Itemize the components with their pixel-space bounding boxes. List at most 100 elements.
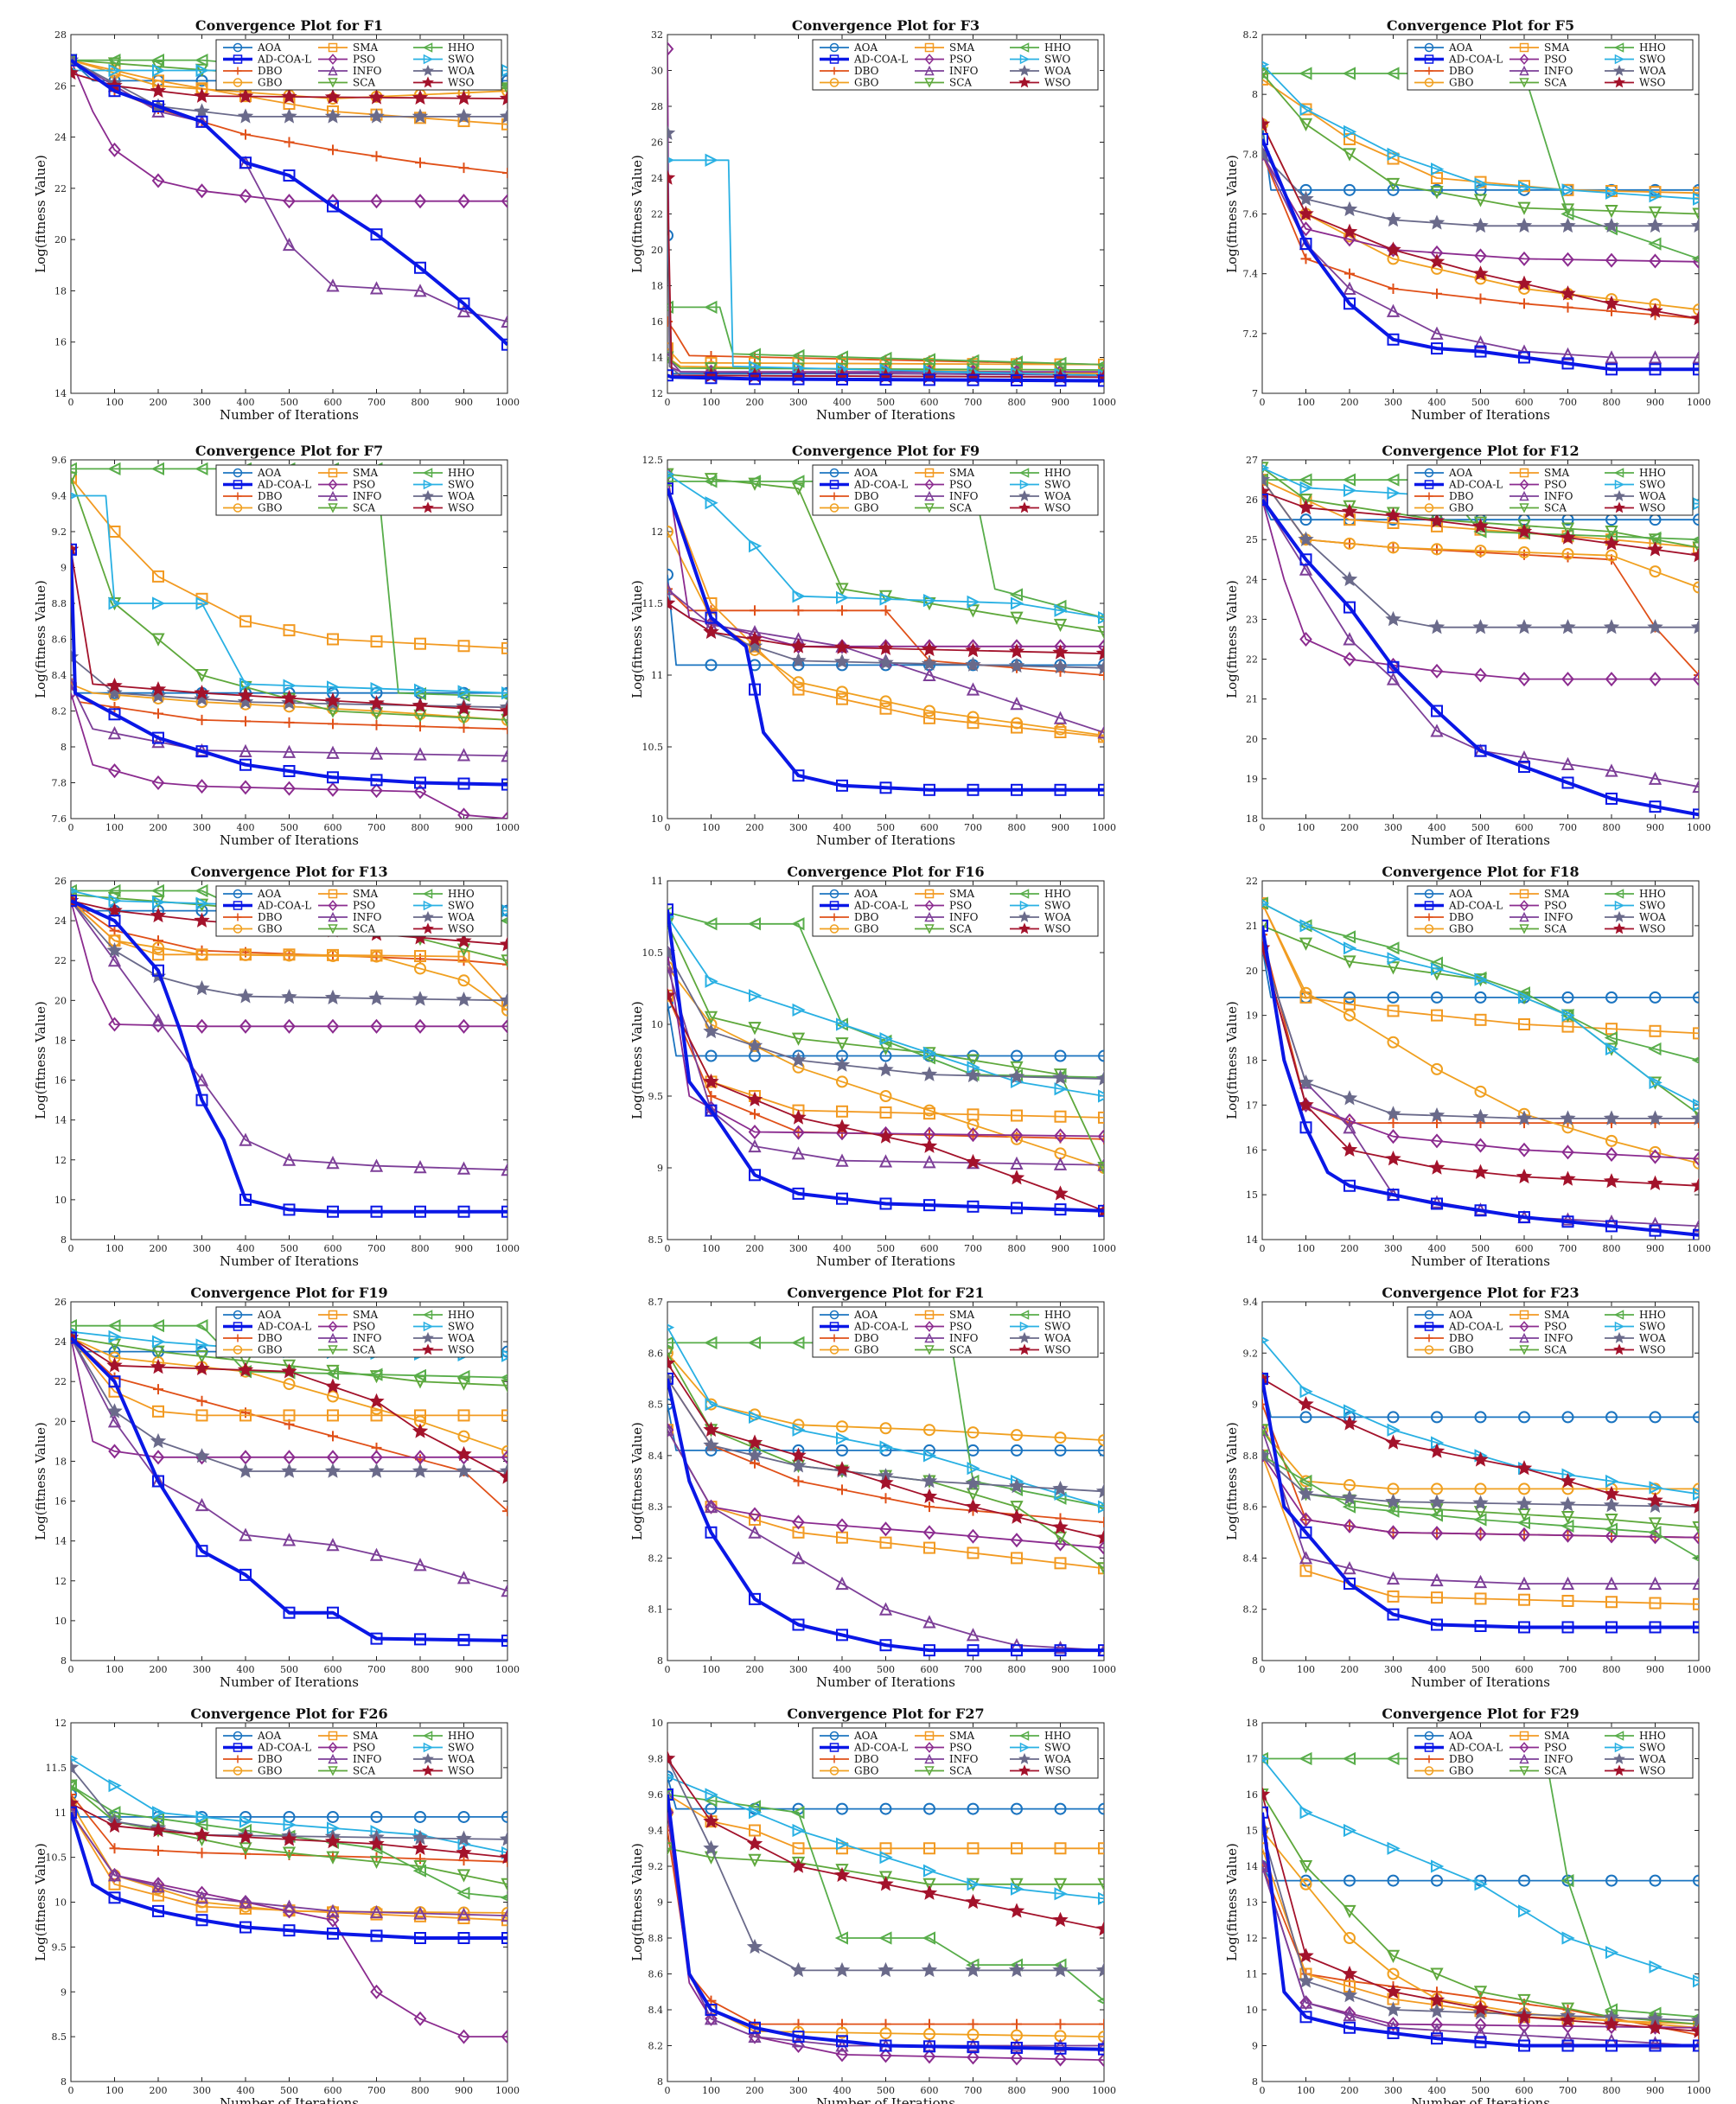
legend-label-swo: SWO: [1044, 54, 1071, 66]
legend-label-pso: PSO: [949, 1742, 972, 1754]
series-group: [667, 903, 1104, 1218]
series-marker-sca: [667, 1347, 674, 1361]
x-tick-label: 100: [105, 2085, 124, 2096]
series-marker-aoa: [1054, 1802, 1067, 1815]
series-marker-gbo: [667, 1347, 673, 1360]
series-marker-sca: [1262, 919, 1269, 934]
series-marker-hho: [791, 475, 805, 488]
series-marker-hho: [1604, 1522, 1618, 1536]
series-marker-sca: [1517, 201, 1531, 215]
series-marker-info: [791, 1146, 806, 1160]
series-marker-ad-coa-l: [792, 2031, 805, 2043]
y-tick-label: 27: [1246, 455, 1258, 466]
series-marker-wso: [667, 987, 676, 1003]
series-marker-ad-coa-l: [457, 1634, 470, 1647]
legend-label-pso: PSO: [1544, 1321, 1567, 1333]
legend-marker-swo: [423, 1321, 434, 1332]
series-marker-hho: [1473, 1513, 1487, 1527]
legend-marker-info: [328, 65, 338, 76]
series-marker-woa: [1603, 217, 1620, 233]
series-marker-ad-coa-l: [195, 115, 208, 128]
series-marker-pso: [413, 1018, 427, 1034]
series-marker-hho: [456, 1369, 470, 1384]
legend-marker-aoa: [233, 889, 243, 899]
legend-label-sma: SMA: [353, 888, 379, 900]
series-marker-woa: [1647, 1110, 1663, 1125]
legend-label-info: INFO: [353, 1332, 382, 1344]
y-tick-label: 22: [1246, 876, 1258, 887]
series-marker-sma: [1693, 1027, 1699, 1040]
series-marker-pso: [1430, 1526, 1444, 1541]
series-marker-info: [878, 1154, 893, 1168]
y-tick-label: 9: [657, 1163, 663, 1174]
series-marker-dbo: [196, 714, 207, 725]
legend-label-pso: PSO: [949, 479, 972, 491]
legend-label-dbo: DBO: [854, 911, 879, 923]
series-marker-sca: [1343, 148, 1356, 162]
series-marker-sca: [1605, 1513, 1618, 1527]
series-line-sca: [71, 477, 507, 721]
series-line-wso: [667, 995, 1104, 1212]
series-line-ad-coa-l: [667, 909, 1104, 1213]
x-tick-label: 0: [1260, 1243, 1266, 1254]
series-marker-info: [922, 1615, 936, 1629]
x-tick-label: 800: [412, 822, 430, 833]
x-tick-label: 900: [455, 397, 473, 408]
series-marker-info: [456, 1571, 471, 1584]
series-marker-sca: [282, 1359, 297, 1374]
legend-label-aoa: AOA: [257, 888, 282, 900]
series-group: [71, 462, 507, 819]
legend-marker-pso: [1519, 1321, 1529, 1332]
legend-marker-dbo: [233, 913, 242, 921]
legend-label-sma: SMA: [1544, 1309, 1570, 1321]
legend-marker-dbo: [830, 67, 839, 75]
series-marker-woa: [1341, 1986, 1358, 2003]
series-marker-woa: [790, 1051, 807, 1068]
x-tick-label: 1000: [1687, 822, 1711, 833]
series-marker-aoa: [1011, 1444, 1023, 1457]
series-marker-wso: [1052, 1519, 1069, 1534]
series-marker-gbo: [836, 1075, 848, 1088]
series-marker-sma: [239, 1409, 252, 1422]
legend-label-gbo: GBO: [258, 1344, 283, 1356]
legend-box: [215, 39, 502, 91]
series-marker-sca: [1692, 1521, 1699, 1535]
series-marker-ad-coa-l: [1054, 374, 1067, 387]
series-marker-sma: [414, 1409, 426, 1422]
series-marker-pso: [835, 2047, 849, 2063]
series-line-hho: [667, 1342, 1104, 1508]
y-tick-label: 10.5: [642, 742, 664, 753]
series-marker-woa: [150, 687, 167, 703]
chart-title: Convergence Plot for F23: [1382, 1285, 1579, 1301]
series-marker-ad-coa-l: [1693, 1621, 1699, 1634]
series-marker-ad-coa-l: [836, 1629, 848, 1642]
series-marker-wso: [1603, 295, 1620, 310]
series-marker-gbo: [71, 1797, 77, 1810]
series-marker-ad-coa-l: [1343, 1578, 1356, 1591]
series-marker-sca: [1299, 937, 1313, 951]
series-marker-ad-coa-l: [923, 1199, 935, 1212]
legend-marker-sma: [328, 468, 338, 478]
x-tick-label: 200: [1341, 1664, 1359, 1675]
series-marker-gbo: [1693, 581, 1699, 594]
legend-label-sma: SMA: [353, 1730, 379, 1742]
series-marker-pso: [501, 811, 507, 819]
series-marker-gbo: [792, 676, 805, 689]
series-marker-ad-coa-l: [705, 611, 718, 624]
series-marker-pso: [370, 1018, 383, 1034]
legend-marker-pso: [328, 479, 338, 490]
x-tick-label: 400: [237, 1664, 255, 1675]
legend-marker-swo: [1019, 54, 1031, 65]
legend-marker-info: [328, 1332, 338, 1343]
legend-label-woa: WOA: [1639, 911, 1666, 923]
series-marker-pso: [1097, 639, 1104, 654]
series-marker-hho: [834, 350, 848, 364]
y-tick-label: 7.8: [52, 778, 67, 789]
legend-marker-woa: [422, 1752, 434, 1764]
series-marker-wso: [1690, 309, 1699, 326]
series-marker-wso: [368, 1393, 385, 1409]
x-tick-label: 200: [746, 397, 764, 408]
series-marker-wso: [1095, 645, 1104, 660]
